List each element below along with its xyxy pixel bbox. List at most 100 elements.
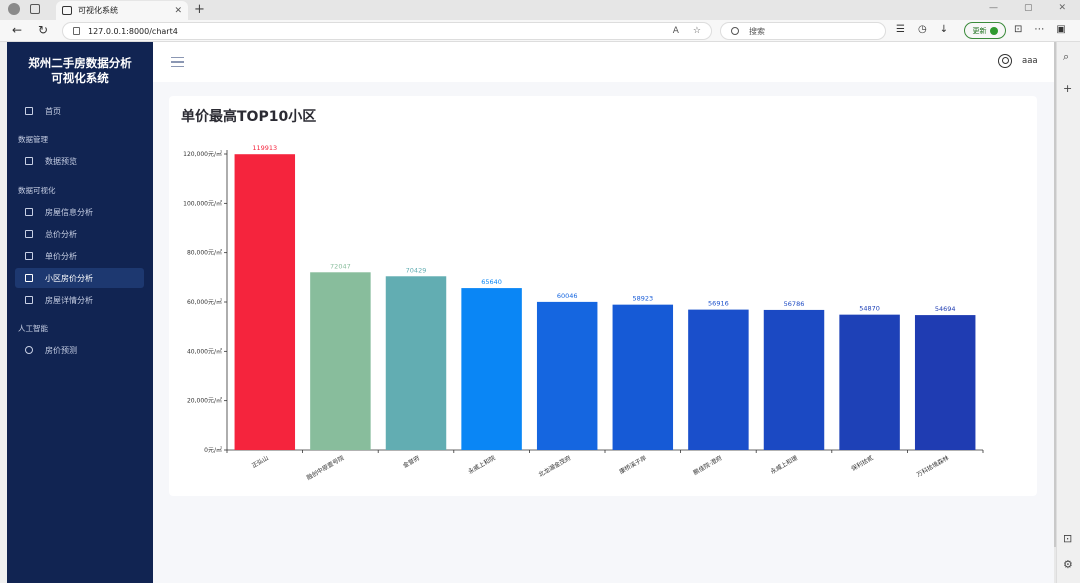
y-tick-label: 60,000元/㎡: [187, 298, 222, 306]
address-toolbar: ← ↻ 127.0.0.1:8000/chart4 A ☆ 搜索 ☰ ◷ ↓ 更…: [0, 20, 1080, 42]
bar-value-label: 56786: [784, 300, 805, 308]
menu-group-ai: 人工智能: [18, 324, 48, 333]
sidebar-item-label: 数据预览: [45, 156, 77, 166]
edge-settings-icon[interactable]: ⚙: [1063, 558, 1073, 571]
x-tick-label: 永威上和院: [467, 454, 497, 476]
edge-sidebar: ⌕ + ⊡ ⚙: [1056, 42, 1080, 583]
minimize-button[interactable]: —: [988, 3, 998, 13]
edge-search-icon[interactable]: ⌕: [1063, 50, 1070, 63]
x-tick-label: 金誉府: [401, 454, 421, 470]
menu-group-data-manage: 数据管理: [18, 135, 48, 144]
x-tick-label: 永威上和璟: [769, 454, 799, 476]
sidebar-item-house-detail[interactable]: 房屋详情分析: [15, 290, 144, 310]
bar-chart: 0元/㎡ 20,000元/㎡ 40,000元/㎡ 60,000元/㎡ 80,000元/㎡…: [183, 144, 984, 482]
top-bar: aaa: [153, 42, 1054, 82]
home-icon: [25, 107, 33, 115]
bar-value-label: 54870: [859, 305, 880, 313]
tab-title: 可视化系统: [78, 6, 118, 15]
y-tick-label: 120,000元/㎡: [183, 150, 222, 158]
menu-toggle-icon[interactable]: [171, 57, 184, 67]
chart-card: 单价最高TOP10小区 0元/㎡ 20,000元/㎡ 40,000元/㎡ 60,000…: [169, 96, 1037, 496]
x-tick-label: 正弘山: [250, 454, 270, 470]
bar-value-label: 119913: [252, 144, 277, 152]
bar: [612, 304, 674, 450]
url-text[interactable]: 127.0.0.1:8000/chart4: [88, 26, 178, 36]
sidebar-item-label: 房屋详情分析: [45, 295, 93, 305]
sidebar-item-data-preview[interactable]: 数据预览: [15, 151, 144, 171]
favorites-icon[interactable]: ☰: [896, 24, 905, 35]
favorite-star-icon[interactable]: ☆: [692, 26, 701, 36]
screenshot-icon[interactable]: ⊡: [1014, 24, 1023, 35]
y-tick-label: 100,000元/㎡: [183, 199, 222, 207]
window-controls: — ▢ ✕: [989, 3, 1066, 13]
sidebar-item-home[interactable]: 首页: [15, 101, 144, 121]
new-tab-button[interactable]: +: [194, 2, 205, 17]
back-icon[interactable]: ←: [12, 23, 23, 37]
monitor-icon: [25, 252, 33, 260]
bar: [839, 314, 900, 450]
reload-icon[interactable]: ↻: [38, 23, 49, 37]
browser-tab-bar: 可视化系统 ✕ + — ▢ ✕: [0, 0, 1080, 20]
search-icon: [731, 27, 739, 35]
sidebar-item-label: 总价分析: [45, 229, 77, 239]
bar-value-label: 60046: [557, 292, 578, 300]
site-info-icon[interactable]: [73, 27, 80, 35]
bar: [763, 309, 825, 450]
y-tick-label: 80,000元/㎡: [187, 249, 222, 257]
x-tick-label: 鹏佳院·澄府: [692, 454, 724, 477]
x-tick-label: 北龙湖金茂府: [537, 454, 572, 479]
edge-add-icon[interactable]: +: [1063, 82, 1073, 95]
tab-actions-icon[interactable]: [30, 4, 40, 14]
profile-icon[interactable]: [8, 3, 20, 15]
update-button[interactable]: 更新: [964, 22, 1006, 39]
bar-value-label: 70429: [406, 266, 427, 274]
bar-value-label: 58923: [632, 295, 653, 303]
browser-tab[interactable]: 可视化系统 ✕: [56, 1, 188, 20]
edge-split-icon[interactable]: ⊡: [1063, 532, 1073, 545]
sidebar-item-label: 房价预测: [45, 345, 77, 355]
sidebar-item-total-price[interactable]: 总价分析: [15, 224, 144, 244]
x-tick-label: 康桥溪子岸: [618, 454, 648, 476]
brand-title: 郑州二手房数据分析可视化系统: [28, 56, 132, 85]
sidebar-item-label: 房屋信息分析: [45, 207, 93, 217]
username[interactable]: aaa: [1022, 56, 1038, 66]
card-title: 单价最高TOP10小区: [181, 109, 317, 125]
tabbar-left: [8, 3, 40, 15]
download-icon[interactable]: ↓: [939, 24, 949, 35]
sidebar: 郑州二手房数据分析可视化系统 首页 数据管理 数据预览 数据可视化 房屋信息分析…: [7, 42, 153, 583]
bar: [536, 301, 598, 450]
y-tick-label: 0元/㎡: [204, 446, 222, 454]
y-tick-label: 40,000元/㎡: [187, 347, 222, 355]
bar: [385, 276, 447, 450]
tab-close-icon[interactable]: ✕: [174, 5, 182, 16]
address-bar[interactable]: 127.0.0.1:8000/chart4 A ☆: [62, 22, 712, 40]
close-window-button[interactable]: ✕: [1058, 3, 1066, 13]
page-scrollbar[interactable]: [1054, 42, 1056, 583]
more-icon[interactable]: ⋯: [1034, 24, 1045, 35]
search-input[interactable]: 搜索: [720, 22, 886, 40]
bar: [914, 315, 976, 450]
history-icon[interactable]: ◷: [917, 24, 927, 35]
scrollbar-thumb[interactable]: [1054, 42, 1056, 547]
monitor-icon: [25, 274, 33, 282]
read-aloud-icon[interactable]: A: [672, 26, 679, 36]
maximize-button[interactable]: ▢: [1023, 3, 1033, 13]
sidebar-item-community-price[interactable]: 小区房价分析: [15, 268, 144, 288]
monitor-icon: [25, 208, 33, 216]
tag-icon: [25, 157, 33, 165]
user-avatar-icon[interactable]: [998, 54, 1012, 68]
bar: [310, 272, 371, 450]
sidebar-toggle-icon[interactable]: ▣: [1056, 24, 1066, 35]
bar-value-label: 72047: [330, 262, 351, 270]
sidebar-item-unit-price[interactable]: 单价分析: [15, 246, 144, 266]
monitor-icon: [25, 230, 33, 238]
sidebar-item-label: 单价分析: [45, 251, 77, 261]
bar: [234, 154, 296, 450]
sidebar-item-price-predict[interactable]: 房价预测: [15, 340, 144, 360]
bar: [461, 288, 522, 450]
clock-icon: [25, 346, 33, 354]
tab-favicon-icon: [62, 6, 72, 15]
sidebar-item-house-info[interactable]: 房屋信息分析: [15, 202, 144, 222]
search-placeholder: 搜索: [749, 26, 765, 36]
bar-value-label: 54694: [935, 305, 956, 313]
